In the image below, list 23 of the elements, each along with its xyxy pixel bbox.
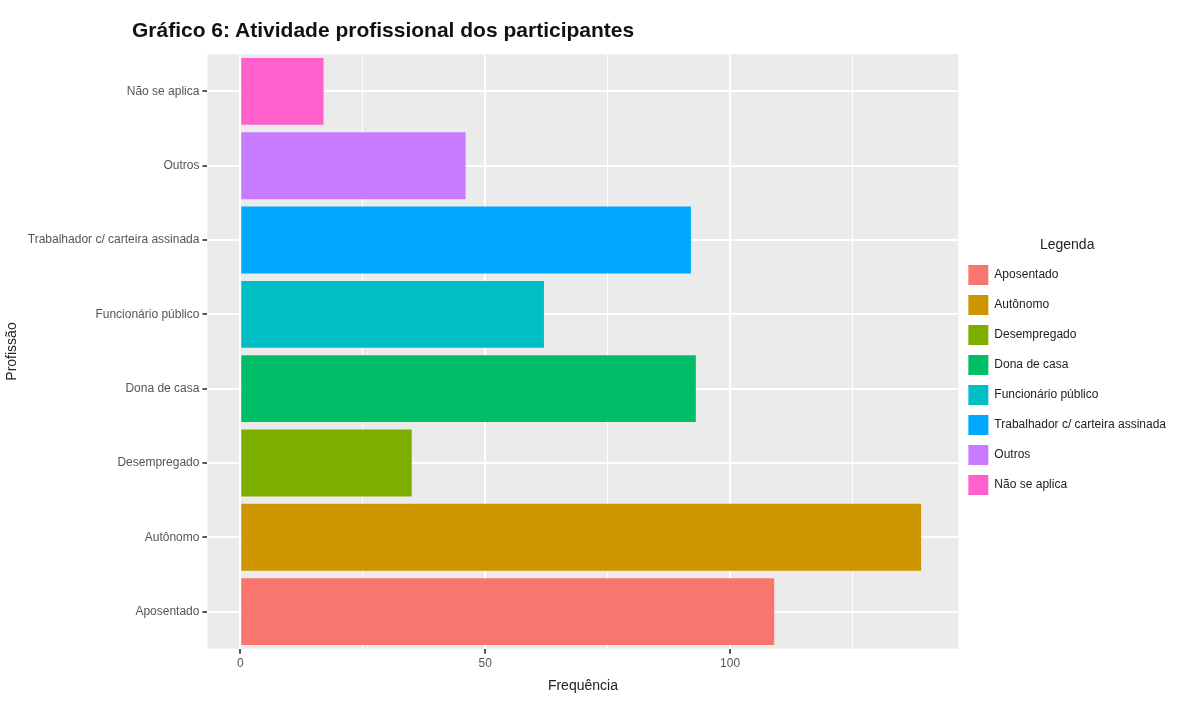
x-tick-label: 100 — [720, 656, 741, 671]
legend-label: Autônomo — [994, 297, 1050, 312]
chart-title: Gráfico 6: Atividade profissional dos participantes — [132, 18, 635, 42]
legend-label: Funcionário público — [994, 387, 1099, 402]
y-tick-label: Autônomo — [144, 529, 200, 544]
y-axis-title: Profissão — [3, 322, 20, 381]
legend-title: Legenda — [1039, 235, 1095, 252]
y-tick-label: Outros — [163, 158, 200, 172]
x-tick-label: 50 — [478, 656, 493, 671]
legend-label: Outros — [994, 447, 1031, 462]
legend-label: Dona de casa — [994, 357, 1069, 372]
x-tick-label: 0 — [236, 656, 244, 671]
legend-label: Trabalhador c/ carteira assinada — [994, 417, 1167, 432]
x-axis-title: Frequência — [547, 677, 619, 694]
legend-label: Não se aplica — [994, 477, 1068, 492]
legend-label: Desempregado — [994, 327, 1077, 342]
y-tick-label: Desempregado — [117, 455, 200, 470]
y-tick-label: Funcionário público — [95, 306, 200, 321]
y-tick-label: Não se aplica — [126, 83, 200, 98]
y-tick-label: Trabalhador c/ carteira assinada — [27, 232, 200, 247]
y-tick-label: Dona de casa — [125, 380, 200, 395]
legend-label: Aposentado — [994, 267, 1059, 282]
y-tick-label: Aposentado — [135, 603, 200, 618]
